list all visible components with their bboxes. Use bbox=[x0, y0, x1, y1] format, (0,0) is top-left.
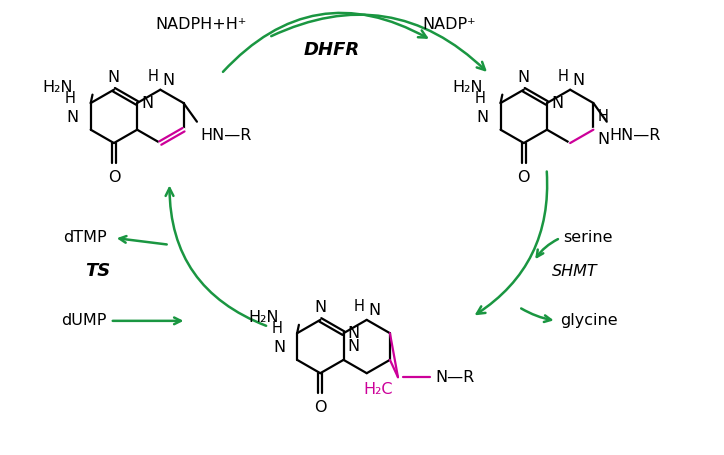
Text: serine: serine bbox=[563, 230, 613, 245]
Text: H: H bbox=[475, 91, 486, 106]
Text: N: N bbox=[273, 340, 285, 355]
Text: H₂C: H₂C bbox=[363, 382, 393, 397]
Text: H: H bbox=[65, 91, 76, 106]
Text: N: N bbox=[369, 303, 381, 318]
Text: N: N bbox=[108, 70, 120, 85]
Text: TS: TS bbox=[85, 263, 110, 280]
FancyArrowPatch shape bbox=[272, 15, 485, 70]
FancyArrowPatch shape bbox=[521, 308, 551, 322]
Text: HN—R: HN—R bbox=[200, 128, 251, 142]
Text: N: N bbox=[348, 326, 360, 341]
Text: N: N bbox=[348, 339, 360, 354]
Text: N: N bbox=[551, 96, 563, 111]
FancyArrowPatch shape bbox=[119, 236, 167, 244]
Text: O: O bbox=[108, 170, 120, 185]
FancyArrowPatch shape bbox=[113, 318, 181, 324]
Text: H: H bbox=[557, 69, 568, 84]
FancyArrowPatch shape bbox=[536, 239, 558, 257]
Text: O: O bbox=[518, 170, 530, 185]
Text: H₂N: H₂N bbox=[452, 80, 482, 95]
Text: N: N bbox=[141, 96, 153, 111]
Text: H₂N: H₂N bbox=[42, 80, 72, 95]
FancyArrowPatch shape bbox=[223, 13, 426, 72]
Text: N: N bbox=[518, 70, 530, 85]
Text: H: H bbox=[272, 321, 282, 336]
Text: dTMP: dTMP bbox=[63, 230, 107, 245]
Text: SHMT: SHMT bbox=[552, 264, 597, 279]
Text: O: O bbox=[314, 400, 327, 415]
Text: glycine: glycine bbox=[560, 313, 618, 329]
Text: H: H bbox=[148, 69, 159, 84]
Text: N: N bbox=[67, 110, 79, 125]
Text: H: H bbox=[597, 109, 608, 124]
FancyArrowPatch shape bbox=[166, 188, 266, 326]
Text: DHFR: DHFR bbox=[304, 41, 361, 59]
Text: N: N bbox=[572, 73, 584, 88]
Text: H₂N: H₂N bbox=[248, 310, 279, 325]
FancyArrowPatch shape bbox=[477, 172, 547, 314]
Text: N—R: N—R bbox=[435, 370, 474, 384]
Text: NADP⁺: NADP⁺ bbox=[423, 17, 476, 32]
Text: N: N bbox=[597, 131, 610, 147]
Text: NADPH+H⁺: NADPH+H⁺ bbox=[156, 17, 247, 32]
Text: N: N bbox=[476, 110, 489, 125]
Text: N: N bbox=[314, 300, 327, 315]
Text: H: H bbox=[354, 299, 365, 314]
Text: N: N bbox=[162, 73, 174, 88]
Text: HN—R: HN—R bbox=[610, 128, 661, 142]
Text: dUMP: dUMP bbox=[62, 313, 107, 329]
